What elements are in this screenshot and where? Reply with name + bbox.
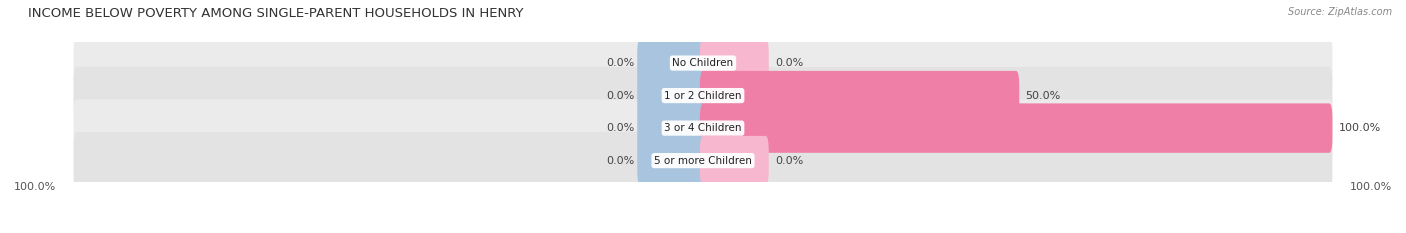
- FancyBboxPatch shape: [700, 136, 769, 185]
- Text: 1 or 2 Children: 1 or 2 Children: [664, 91, 742, 101]
- FancyBboxPatch shape: [700, 71, 1019, 120]
- Text: Source: ZipAtlas.com: Source: ZipAtlas.com: [1288, 7, 1392, 17]
- FancyBboxPatch shape: [700, 103, 1333, 153]
- Text: 100.0%: 100.0%: [1339, 123, 1381, 133]
- Text: 0.0%: 0.0%: [606, 123, 634, 133]
- FancyBboxPatch shape: [637, 136, 706, 185]
- Text: 0.0%: 0.0%: [775, 58, 803, 68]
- Text: 5 or more Children: 5 or more Children: [654, 156, 752, 166]
- Text: 0.0%: 0.0%: [775, 156, 803, 166]
- FancyBboxPatch shape: [73, 132, 1333, 189]
- FancyBboxPatch shape: [637, 71, 706, 120]
- Text: 100.0%: 100.0%: [1350, 182, 1392, 192]
- Legend: Single Father, Single Mother: Single Father, Single Mother: [600, 230, 806, 233]
- Text: 0.0%: 0.0%: [606, 156, 634, 166]
- FancyBboxPatch shape: [73, 34, 1333, 92]
- Text: 3 or 4 Children: 3 or 4 Children: [664, 123, 742, 133]
- Text: 50.0%: 50.0%: [1025, 91, 1060, 101]
- FancyBboxPatch shape: [700, 38, 769, 88]
- FancyBboxPatch shape: [637, 38, 706, 88]
- FancyBboxPatch shape: [637, 103, 706, 153]
- Text: INCOME BELOW POVERTY AMONG SINGLE-PARENT HOUSEHOLDS IN HENRY: INCOME BELOW POVERTY AMONG SINGLE-PARENT…: [28, 7, 523, 20]
- Text: 0.0%: 0.0%: [606, 58, 634, 68]
- Text: 0.0%: 0.0%: [606, 91, 634, 101]
- Text: No Children: No Children: [672, 58, 734, 68]
- FancyBboxPatch shape: [73, 99, 1333, 157]
- FancyBboxPatch shape: [73, 67, 1333, 124]
- Text: 100.0%: 100.0%: [14, 182, 56, 192]
